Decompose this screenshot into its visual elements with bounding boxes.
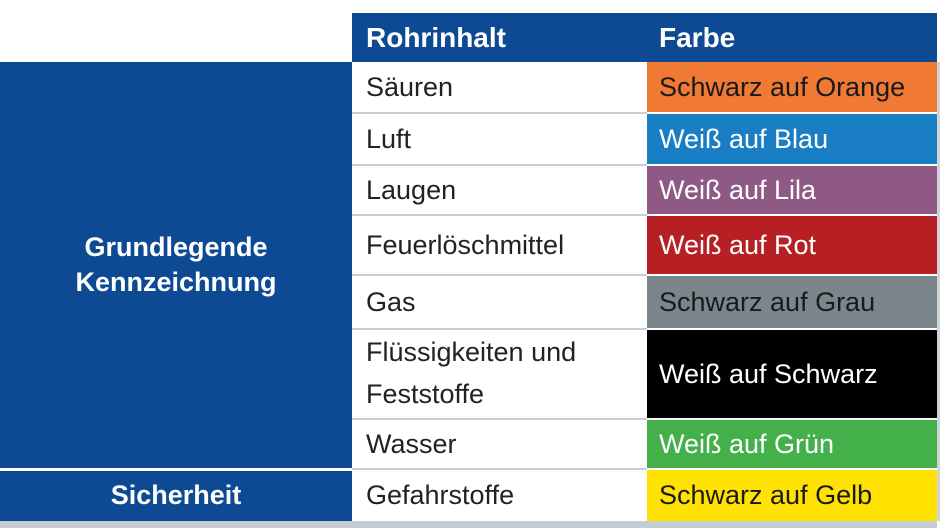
- table-cell-inhalt: Laugen: [352, 166, 647, 216]
- header-blank: [0, 0, 352, 62]
- group-label-line1: Grundlegende: [84, 231, 268, 262]
- table-cell-inhalt: Säuren: [352, 62, 647, 114]
- table-cell-farbe: Weiß auf Rot: [647, 216, 937, 276]
- table-cell-farbe: Weiß auf Schwarz: [647, 330, 937, 420]
- column-header-farbe: Farbe: [647, 13, 937, 62]
- table-cell-inhalt-line2: Feststoffe: [366, 379, 485, 409]
- column-header-rohrinhalt: Rohrinhalt: [352, 13, 647, 62]
- table-cell-inhalt: Gefahrstoffe: [352, 470, 647, 521]
- table-cell-inhalt: Feuerlöschmittel: [352, 216, 647, 276]
- table-cell-farbe: Weiß auf Blau: [647, 114, 937, 166]
- group-label-sicherheit: Sicherheit: [0, 468, 352, 521]
- table-cell-inhalt: Wasser: [352, 420, 647, 470]
- table-cell-inhalt: Flüssigkeiten und Feststoffe: [352, 330, 647, 420]
- table-cell-farbe: Schwarz auf Grau: [647, 276, 937, 330]
- table-cell-farbe: Schwarz auf Gelb: [647, 470, 937, 521]
- group-label-grundlegende-kennzeichnung: Grundlegende Kennzeichnung: [0, 62, 352, 468]
- table-cell-farbe: Weiß auf Grün: [647, 420, 937, 470]
- table-cell-farbe: Schwarz auf Orange: [647, 62, 937, 114]
- table-cell-farbe: Weiß auf Lila: [647, 166, 937, 216]
- table-cell-inhalt-line1: Flüssigkeiten und: [366, 337, 577, 368]
- table-cell-inhalt: Luft: [352, 114, 647, 166]
- group-label-line2: Kennzeichnung: [75, 267, 277, 297]
- table-bottom-rule: [0, 521, 937, 528]
- table-cell-inhalt: Gas: [352, 276, 647, 330]
- table-right-edge: [937, 62, 940, 521]
